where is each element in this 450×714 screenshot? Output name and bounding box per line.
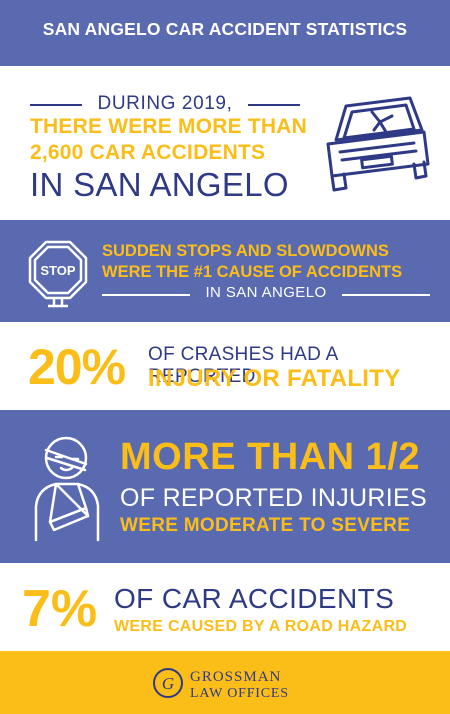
stop-sign-icon: STOP: [28, 240, 88, 308]
footer-band: G GROSSMAN LAW OFFICES: [0, 651, 450, 714]
page-title: SAN ANGELO CAR ACCIDENT STATISTICS: [42, 19, 408, 39]
logo-line2: LAW OFFICES: [190, 686, 289, 701]
stat3-line2: INJURY OR FATALITY: [148, 365, 401, 392]
stat4-line1: MORE THAN 1/2: [120, 436, 420, 478]
stat3-line1: OF CRASHES HAD A REPORTED: [148, 344, 338, 387]
stat-injury-band: 20% OF CRASHES HAD A REPORTED INJURY OR …: [0, 322, 450, 410]
stat4-line2: OF REPORTED INJURIES: [120, 484, 427, 512]
stat1-line2: THERE WERE MORE THAN: [30, 115, 307, 138]
logo-line1: GROSSMAN: [190, 669, 282, 685]
crashed-car-icon: [326, 96, 430, 192]
divider-line-right: [248, 104, 300, 106]
stat2-line3: IN SAN ANGELO: [205, 284, 327, 301]
stat3-percent: 20%: [28, 339, 126, 395]
grossman-logo[interactable]: G GROSSMAN LAW OFFICES: [152, 667, 302, 703]
stat4-line3: WERE MODERATE TO SEVERE: [120, 515, 411, 536]
injured-person-icon: [34, 436, 100, 542]
stat2-line2: WERE THE #1 CAUSE OF ACCIDENTS: [102, 263, 403, 281]
stat2-line1: SUDDEN STOPS AND SLOWDOWNS: [102, 242, 389, 260]
logo-mark-icon: G: [153, 668, 183, 698]
stat-hazard-band: 7% OF CAR ACCIDENTS WERE CAUSED BY A ROA…: [0, 563, 450, 651]
stat5-percent: 7%: [22, 580, 98, 638]
stat5-line2: WERE CAUSED BY A ROAD HAZARD: [114, 618, 408, 635]
logo-mark-letter: G: [162, 674, 174, 693]
during-year-text: DURING 2019,: [97, 93, 233, 114]
stat1-line3: 2,600 CAR ACCIDENTS: [30, 141, 266, 164]
divider-line-right: [342, 294, 430, 296]
stat2-location-row: IN SAN ANGELO: [102, 284, 430, 304]
stop-sign-text: STOP: [40, 263, 75, 278]
stat1-line4: IN SAN ANGELO: [30, 166, 289, 203]
stat-cause-band: STOP SUDDEN STOPS AND SLOWDOWNS WERE THE…: [0, 220, 450, 322]
stat-severity-band: MORE THAN 1/2 OF REPORTED INJURIES WERE …: [0, 410, 450, 563]
stat-accidents-band: DURING 2019, THERE WERE MORE THAN 2,600 …: [0, 66, 450, 220]
header-band: SAN ANGELO CAR ACCIDENT STATISTICS: [0, 0, 450, 66]
divider-line-left: [102, 294, 190, 296]
during-year-row: DURING 2019,: [30, 93, 300, 115]
stat5-line1: OF CAR ACCIDENTS: [114, 583, 395, 614]
divider-line-left: [30, 104, 82, 106]
